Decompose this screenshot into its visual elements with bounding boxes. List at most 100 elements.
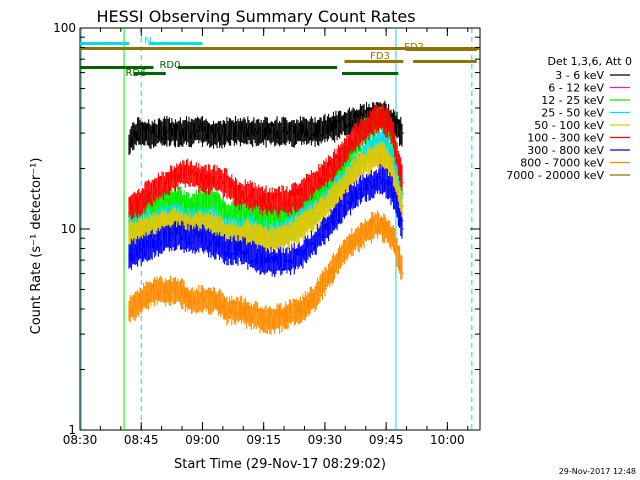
series-4-point-15 <box>312 216 314 218</box>
series-0-point-6 <box>189 129 191 131</box>
series-0-point-14 <box>287 129 289 131</box>
flag-label-fd3: FD3 <box>370 51 390 62</box>
series-6-point-15 <box>312 242 314 244</box>
series-7-point-2 <box>152 288 155 291</box>
legend-entry-0: 3 - 6 keV <box>555 69 604 82</box>
series-5-point-19 <box>361 129 363 131</box>
series-4-point-19 <box>361 163 363 165</box>
flag-bar-rd0-0 <box>80 66 154 69</box>
legend-entry-3: 25 - 50 keV <box>541 107 604 120</box>
series-5-point-12 <box>275 199 277 201</box>
series-3-point-25 <box>402 205 404 207</box>
series-6-point-7 <box>214 242 216 244</box>
series-line-0 <box>128 100 403 155</box>
series-0-point-2 <box>140 129 142 131</box>
series-5-point-22 <box>387 121 390 123</box>
series-7-point-22 <box>387 228 390 230</box>
series-2-point-2 <box>152 205 155 207</box>
series-5-point-7 <box>214 177 216 179</box>
plot-area: N FD2 FD3 RD0 RD6 <box>79 27 481 431</box>
series-6-point-23 <box>392 193 395 195</box>
series-7-point-24 <box>397 253 399 255</box>
series-0-point-10 <box>238 129 240 131</box>
series-3-point-23 <box>392 159 395 161</box>
series-6-point-18 <box>348 199 350 201</box>
series-4-point-16 <box>324 205 326 207</box>
series-6-point-16 <box>324 228 326 230</box>
series-7-point-12 <box>275 317 277 319</box>
series-4-point-24 <box>397 193 399 195</box>
legend-entry-8: 7000 - 20000 keV <box>506 169 604 182</box>
legend-entry-4: 50 - 100 keV <box>534 119 604 132</box>
series-4-point-9 <box>238 232 240 235</box>
series-0-point-1 <box>133 132 135 134</box>
series-0-point-5 <box>177 129 179 131</box>
series-6-point-8 <box>226 247 228 250</box>
legend-entry-5: 100 - 300 keV <box>527 132 604 145</box>
series-7-point-18 <box>348 242 350 244</box>
series-7 <box>128 210 404 335</box>
series-line-4 <box>128 139 403 256</box>
series-2-point-9 <box>238 212 240 214</box>
legend-entry-6: 300 - 800 keV <box>527 144 604 157</box>
series-2-point-10 <box>250 212 253 214</box>
flag-label-rd6: RD6 <box>125 68 146 79</box>
x-tick-label-0: 08:30 <box>63 433 98 447</box>
series-7-point-14 <box>299 308 302 310</box>
y-tick-label-1: 10 <box>61 222 76 236</box>
series-0-point-9 <box>226 129 228 131</box>
legend-entry-7: 800 - 7000 keV <box>520 157 604 170</box>
series-2-point-3 <box>165 199 167 201</box>
series-0-point-16 <box>312 129 314 131</box>
series-7-point-13 <box>287 312 289 315</box>
series-4-point-4 <box>177 220 179 222</box>
series-5-point-9 <box>238 193 240 195</box>
y-axis: 1 10 100 <box>53 21 480 437</box>
series-6-point-22 <box>387 182 390 184</box>
flag-label-rd0: RD0 <box>159 60 180 71</box>
series-4-point-11 <box>263 237 265 239</box>
x-tick-label-5: 09:45 <box>369 433 404 447</box>
flag-bar-rd6-0 <box>133 72 166 75</box>
series-7-point-16 <box>324 280 326 282</box>
series-7-point-11 <box>263 317 265 319</box>
series-2-point-4 <box>177 199 179 201</box>
series-5-point-21 <box>380 116 382 118</box>
series-6-point-13 <box>287 259 289 261</box>
series-5-point-20 <box>373 119 375 121</box>
series-4-point-22 <box>387 159 390 161</box>
series-6-point-4 <box>177 232 179 235</box>
series-5-point-1 <box>140 199 142 201</box>
flag-bar-n-1 <box>148 42 203 45</box>
series-4-point-3 <box>165 220 167 222</box>
series-0-point-19 <box>348 119 350 121</box>
footer-timestamp: 29-Nov-2017 12:48 <box>559 467 636 476</box>
series-0 <box>128 100 404 155</box>
series-5-point-2 <box>152 187 155 189</box>
series-6-point-5 <box>189 237 191 239</box>
series-5-point-5 <box>189 172 191 174</box>
x-tick-label-2: 09:00 <box>185 433 220 447</box>
series-0-point-13 <box>275 129 277 131</box>
series-0-point-12 <box>263 129 265 131</box>
series-6-point-20 <box>373 182 375 184</box>
series-7-point-20 <box>373 224 375 226</box>
series-6-point-24 <box>397 212 399 214</box>
series-5-point-14 <box>299 193 302 195</box>
series-5-point-10 <box>250 193 253 195</box>
flag-bar-rd0-1 <box>177 66 338 69</box>
series-5-point-8 <box>226 182 228 184</box>
series-7-point-0 <box>128 308 130 310</box>
series-6-point-1 <box>140 247 142 250</box>
y-tick-label-0: 1 <box>68 423 76 437</box>
series-2-point-12 <box>275 216 277 218</box>
series-4-point-21 <box>380 151 382 154</box>
series-0-point-11 <box>250 129 253 131</box>
series-7-point-21 <box>380 224 382 226</box>
flag-bar-att <box>80 47 480 50</box>
legend-entry-1: 6 - 12 keV <box>548 82 604 95</box>
series-7-point-7 <box>214 298 216 300</box>
x-tick-label-6: 10:00 <box>430 433 465 447</box>
flag-label-n: N <box>144 36 151 47</box>
